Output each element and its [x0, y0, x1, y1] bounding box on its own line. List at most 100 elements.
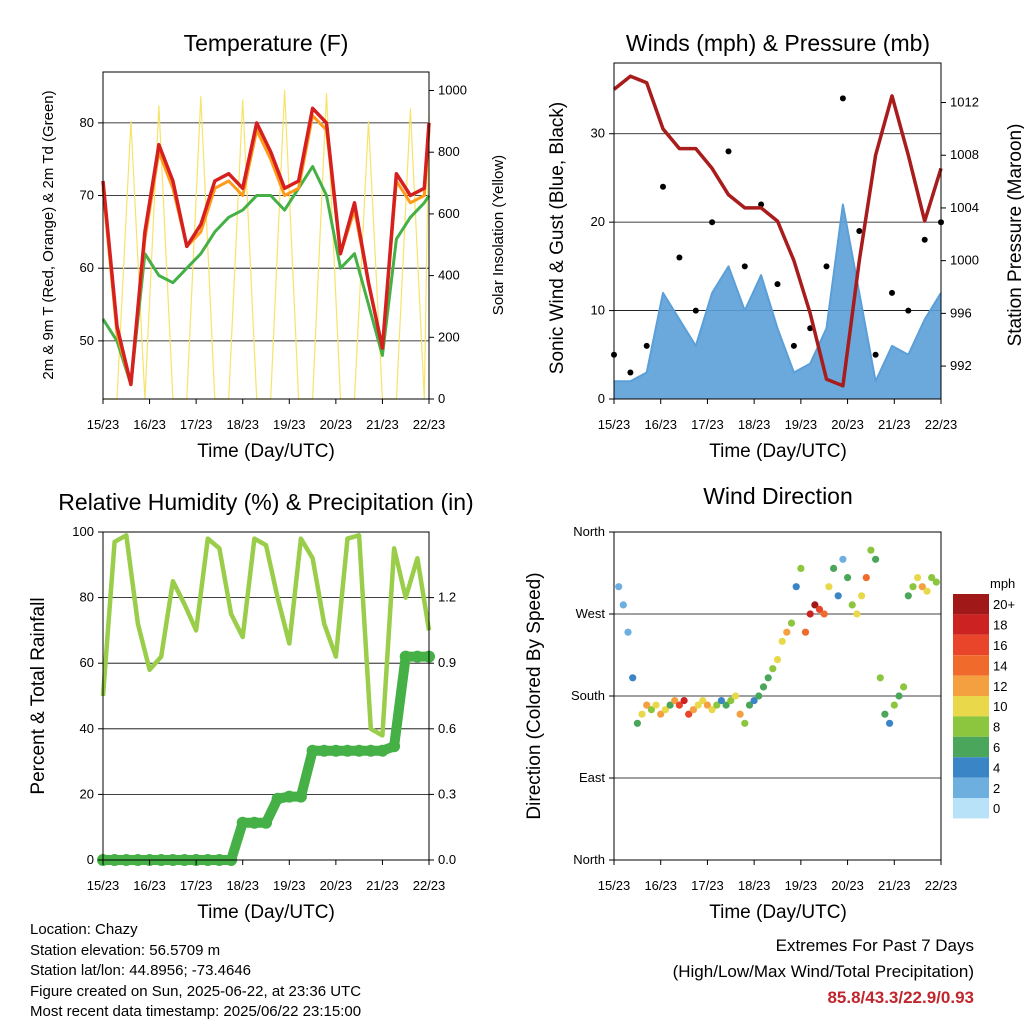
station-info: Location: Chazy Station elevation: 56.57…: [30, 920, 361, 1023]
direction-point: [661, 706, 670, 714]
humidity-panel: Relative Humidity (%) & Precipitation (i…: [28, 489, 474, 923]
legend-label: 0: [993, 801, 1000, 816]
direction-point: [755, 692, 763, 700]
legend-swatch: [953, 614, 989, 635]
direction-point: [666, 701, 674, 709]
legend-swatch: [953, 736, 989, 758]
direction-point: [638, 710, 646, 718]
x-tick-label: 17/23: [180, 878, 213, 893]
x-tick-label: 19/23: [273, 878, 306, 893]
direction-point: [872, 555, 880, 563]
direction-point: [792, 583, 800, 591]
x-tick-label: 15/23: [598, 417, 631, 432]
direction-point: [629, 674, 637, 682]
y-tick-label: 60: [80, 655, 94, 670]
humidity-xlabel: Time (Day/UTC): [197, 902, 335, 923]
x-tick-label: 19/23: [785, 878, 818, 893]
x-tick-label: 21/23: [878, 878, 911, 893]
gust-point: [643, 342, 650, 349]
legend-label: 18: [993, 618, 1007, 633]
x-tick-label: 16/23: [133, 417, 166, 432]
y-tick-label: 70: [80, 188, 94, 203]
gust-point: [790, 342, 797, 349]
direction-point: [886, 719, 894, 727]
gust-point: [823, 263, 830, 270]
humidity-ylabel-left: Percent & Total Rainfall: [28, 597, 49, 794]
x-tick-label: 21/23: [366, 878, 399, 893]
gust-point: [839, 95, 846, 102]
direction-point: [811, 601, 819, 609]
direction-point: [671, 697, 679, 705]
direction-point: [773, 656, 782, 664]
direction-point: [923, 587, 931, 595]
direction-point: [783, 628, 791, 636]
winds-title: Winds (mph) & Pressure (mb): [626, 30, 930, 56]
station-elevation: Station elevation: 56.5709 m: [30, 941, 221, 959]
humidity-title: Relative Humidity (%) & Precipitation (i…: [58, 489, 473, 515]
direction-point: [657, 710, 665, 718]
gust-point: [921, 236, 928, 243]
direction-point: [844, 574, 852, 582]
humidity-series: [97, 533, 435, 866]
y-tick-label: North: [573, 852, 605, 867]
direction-point: [895, 692, 903, 700]
y2-tick-label: 1004: [950, 200, 979, 215]
x-tick-label: 16/23: [133, 878, 166, 893]
direction-point: [881, 710, 889, 718]
legend-swatch: [953, 655, 989, 676]
direction-point: [619, 601, 627, 609]
x-tick-label: 21/23: [878, 417, 911, 432]
gust-point: [692, 307, 699, 314]
y2-tick-label: 1000: [950, 253, 979, 268]
y2-tick-label: 200: [438, 329, 460, 344]
y2-tick-label: 1000: [438, 83, 467, 98]
x-tick-label: 19/23: [785, 417, 818, 432]
x-tick-label: 22/23: [925, 417, 958, 432]
y2-tick-label: 0.6: [438, 721, 456, 736]
x-tick-label: 21/23: [366, 417, 399, 432]
legend-swatch: [953, 675, 989, 696]
y-tick-label: South: [571, 688, 605, 703]
humidity-ticks: 0 20 40 60 80 100 0.0 0.3 0.6 0.9 1.2 15/23 16/23 17/…: [72, 524, 456, 893]
x-tick-label: 15/23: [598, 878, 631, 893]
temperature-ylabel-right: Solar Insolation (Yellow): [490, 155, 507, 315]
winds-xlabel: Time (Day/UTC): [709, 441, 847, 462]
direction-point: [839, 555, 847, 563]
direction-point: [722, 701, 730, 709]
legend-swatch: [953, 798, 989, 819]
y2-tick-label: 992: [950, 358, 972, 373]
temperature-panel: Temperature (F) 506070800200400600800100…: [40, 30, 507, 462]
x-tick-label: 18/23: [226, 878, 259, 893]
y2-tick-label: 1008: [950, 147, 979, 162]
direction-point: [787, 619, 796, 627]
temperature-ylabel-left: 2m & 9m T (Red, Orange) & 2m Td (Green): [40, 90, 57, 379]
direction-point: [797, 564, 805, 573]
y2-tick-label: 996: [950, 305, 972, 320]
winds-plot-frame: [613, 62, 942, 400]
temperature-xlabel: Time (Day/UTC): [197, 441, 335, 462]
x-tick-label: 22/23: [413, 417, 446, 432]
x-tick-label: 17/23: [180, 417, 213, 432]
y-tick-label: 40: [80, 721, 94, 736]
x-tick-label: 18/23: [738, 417, 771, 432]
y-tick-label: 0: [598, 391, 605, 406]
y-tick-label: 0: [87, 852, 94, 867]
direction-point: [801, 628, 810, 636]
direction-panel: Wind Direction North East South West North 15…: [524, 483, 1015, 923]
legend-swatch: [953, 594, 989, 615]
direction-point: [867, 546, 875, 554]
temp2m-line: [101, 106, 431, 387]
direction-point: [759, 683, 768, 691]
direction-point: [727, 697, 735, 705]
direction-point: [918, 583, 926, 591]
direction-point: [778, 637, 786, 645]
x-tick-label: 17/23: [691, 878, 724, 893]
x-tick-label: 17/23: [691, 417, 724, 432]
extremes-legend: (High/Low/Max Wind/Total Precipitation): [672, 962, 974, 981]
direction-point: [769, 665, 777, 673]
direction-point: [647, 706, 656, 714]
direction-point: [633, 719, 642, 727]
temperature-plot-frame: [102, 71, 430, 400]
direction-point: [848, 601, 856, 609]
legend-label: 16: [993, 638, 1007, 653]
